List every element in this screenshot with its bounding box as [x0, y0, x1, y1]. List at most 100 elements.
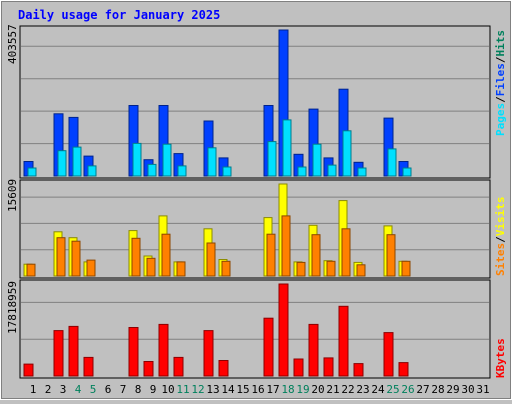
bar-kbytes-day-17 [263, 317, 274, 377]
bar-kbytes-day-20 [308, 323, 319, 377]
bar-kbytes-day-11 [173, 356, 184, 377]
bar-kbytes-day-14 [218, 360, 229, 377]
bar-pages-day-23 [357, 167, 367, 177]
x-tick-label-19: 19 [296, 383, 309, 396]
top-axis-max-label: 403557 [6, 24, 19, 64]
x-tick-label-6: 6 [105, 383, 112, 396]
legend-sep-2: / [494, 56, 507, 63]
bar-sites-day-17 [266, 233, 276, 277]
bar-sites-day-26 [401, 260, 411, 277]
bar-sites-day-3 [56, 237, 66, 277]
bar-sites-day-13 [206, 242, 216, 277]
grid-layer [21, 45, 489, 340]
bar-pages-day-19 [297, 166, 307, 177]
bar-sites-day-18 [281, 215, 291, 277]
legend-sep-3: / [494, 236, 507, 243]
bar-pages-day-5 [87, 165, 97, 177]
bottom-panel-bg [19, 279, 491, 379]
bar-pages-day-21 [327, 164, 337, 177]
x-tick-label-13: 13 [206, 383, 219, 396]
legend-bottom: KBytes [494, 338, 507, 378]
legend-sites: Sites [494, 243, 507, 276]
x-tick-label-18: 18 [281, 383, 294, 396]
bar-sites-day-1 [26, 263, 36, 277]
x-tick-label-16: 16 [251, 383, 264, 396]
bar-pages-day-20 [312, 143, 322, 177]
x-tick-label-15: 15 [236, 383, 249, 396]
bar-kbytes-day-26 [398, 362, 409, 377]
x-tick-label-27: 27 [416, 383, 429, 396]
x-tick-label-30: 30 [461, 383, 474, 396]
x-tick-label-26: 26 [401, 383, 414, 396]
x-tick-label-12: 12 [191, 383, 204, 396]
bar-pages-day-22 [342, 130, 352, 177]
bar-sites-day-25 [386, 234, 396, 277]
legend-pages: Pages [494, 103, 507, 136]
middle-axis-max-label: 15609 [6, 179, 19, 212]
bar-kbytes-day-19 [293, 358, 304, 377]
bar-kbytes-day-1 [23, 363, 34, 377]
x-tick-label-7: 7 [120, 383, 127, 396]
bar-pages-day-11 [177, 165, 187, 177]
bar-kbytes-day-25 [383, 332, 394, 377]
x-axis-labels: 1 2 3 4 5 6 7 8 9 10 11 12 13 14 15 16 17 18 19 20 21 22 23 24 2… [30, 383, 490, 396]
x-tick-label-10: 10 [161, 383, 174, 396]
x-tick-label-31: 31 [476, 383, 489, 396]
x-tick-label-21: 21 [326, 383, 339, 396]
bar-pages-day-10 [162, 143, 172, 177]
bar-sites-day-23 [356, 264, 366, 277]
bar-pages-day-1 [27, 167, 37, 177]
x-tick-label-11: 11 [176, 383, 189, 396]
x-tick-label-22: 22 [341, 383, 354, 396]
bar-sites-day-11 [176, 261, 186, 277]
bar-sites-day-19 [296, 261, 306, 277]
top-panel-bg [19, 25, 491, 179]
bar-pages-day-13 [207, 147, 217, 177]
x-tick-label-20: 20 [311, 383, 324, 396]
legend-middle: Sites/Visits [494, 197, 507, 277]
bar-pages-day-25 [387, 148, 397, 177]
bar-kbytes-day-18 [278, 283, 289, 377]
bar-kbytes-day-23 [353, 363, 364, 377]
chart-title: Daily usage for January 2025 [18, 8, 220, 22]
bar-kbytes-day-13 [203, 330, 214, 377]
bar-kbytes-day-22 [338, 305, 349, 377]
x-tick-label-24: 24 [371, 383, 385, 396]
bar-sites-day-5 [86, 259, 96, 277]
middle-panel-bg [19, 179, 491, 279]
legend-top: Pages/Files/Hits [494, 30, 507, 136]
bar-kbytes-day-3 [53, 330, 64, 377]
legend-sep-1: / [494, 96, 507, 103]
bar-kbytes-day-8 [128, 327, 139, 377]
bar-pages-day-8 [132, 142, 142, 177]
bar-kbytes-day-21 [323, 357, 334, 377]
bar-sites-day-4 [71, 240, 81, 277]
bar-sites-day-8 [131, 237, 141, 277]
x-tick-label-28: 28 [431, 383, 444, 396]
bar-kbytes-day-10 [158, 323, 169, 377]
bar-pages-day-3 [57, 150, 67, 177]
bar-pages-day-14 [222, 166, 232, 177]
bar-sites-day-10 [161, 233, 171, 277]
x-tick-label-3: 3 [60, 383, 67, 396]
bar-pages-day-9 [147, 163, 157, 177]
bar-pages-day-4 [72, 146, 82, 177]
x-tick-label-29: 29 [446, 383, 459, 396]
bars-layer [23, 29, 412, 377]
bar-sites-day-9 [146, 257, 156, 277]
legend-files: Files [494, 63, 507, 96]
x-tick-label-5: 5 [90, 383, 97, 396]
x-tick-label-8: 8 [135, 383, 142, 396]
bar-sites-day-21 [326, 260, 336, 277]
x-tick-label-2: 2 [45, 383, 52, 396]
x-tick-label-17: 17 [266, 383, 279, 396]
bar-pages-day-17 [267, 141, 277, 177]
x-tick-label-23: 23 [356, 383, 369, 396]
bottom-axis-max-label: 17818959 [6, 281, 19, 334]
x-tick-label-9: 9 [150, 383, 157, 396]
bar-sites-day-14 [221, 260, 231, 277]
bar-sites-day-20 [311, 234, 321, 277]
